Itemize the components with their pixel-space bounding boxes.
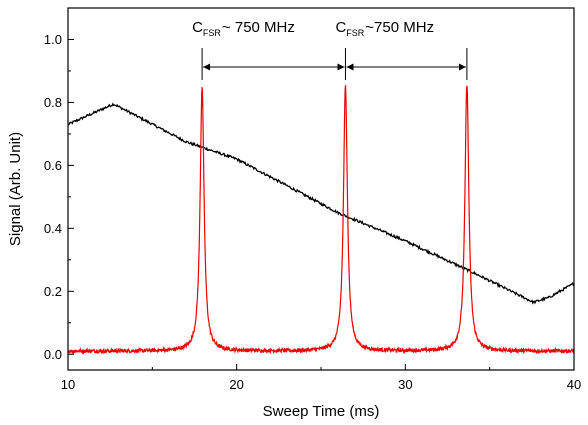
y-tick-label: 0.0 <box>44 347 62 362</box>
fsr-label: CFSR~750 MHz <box>335 19 434 38</box>
x-tick-label: 10 <box>61 377 75 392</box>
series-line-black <box>67 102 575 305</box>
annotation-layer: CFSR~ 750 MHz CFSR~750 MHz <box>192 19 468 80</box>
y-tick-label: 0.2 <box>44 284 62 299</box>
y-tick-label: 0.4 <box>44 221 62 236</box>
x-axis-title: Sweep Time (ms) <box>263 403 380 420</box>
series-layer <box>67 84 575 355</box>
y-tick-label: 1.0 <box>44 32 62 47</box>
tick-layer: 10 20 30 40 0.0 0.2 0.4 0.6 0.8 1.0 <box>44 32 581 392</box>
plot-frame <box>67 7 575 371</box>
fsr-label: CFSR~ 750 MHz <box>192 19 295 38</box>
fsr-label-main: C <box>192 19 203 36</box>
fsr-label-value: ~750 MHz <box>365 19 434 36</box>
series-line-red <box>67 84 575 355</box>
fsr-label-subscript: FSR <box>346 28 365 38</box>
y-axis-title: Signal (Arb. Unit) <box>7 132 24 246</box>
y-tick-label: 0.8 <box>44 95 62 110</box>
fsr-label-value: ~ 750 MHz <box>222 19 295 36</box>
x-tick-label: 40 <box>567 377 581 392</box>
x-tick-label: 30 <box>398 377 412 392</box>
fsr-label-subscript: FSR <box>203 28 222 38</box>
fsr-label-main: C <box>335 19 346 36</box>
x-tick-label: 20 <box>229 377 243 392</box>
y-tick-label: 0.6 <box>44 158 62 173</box>
